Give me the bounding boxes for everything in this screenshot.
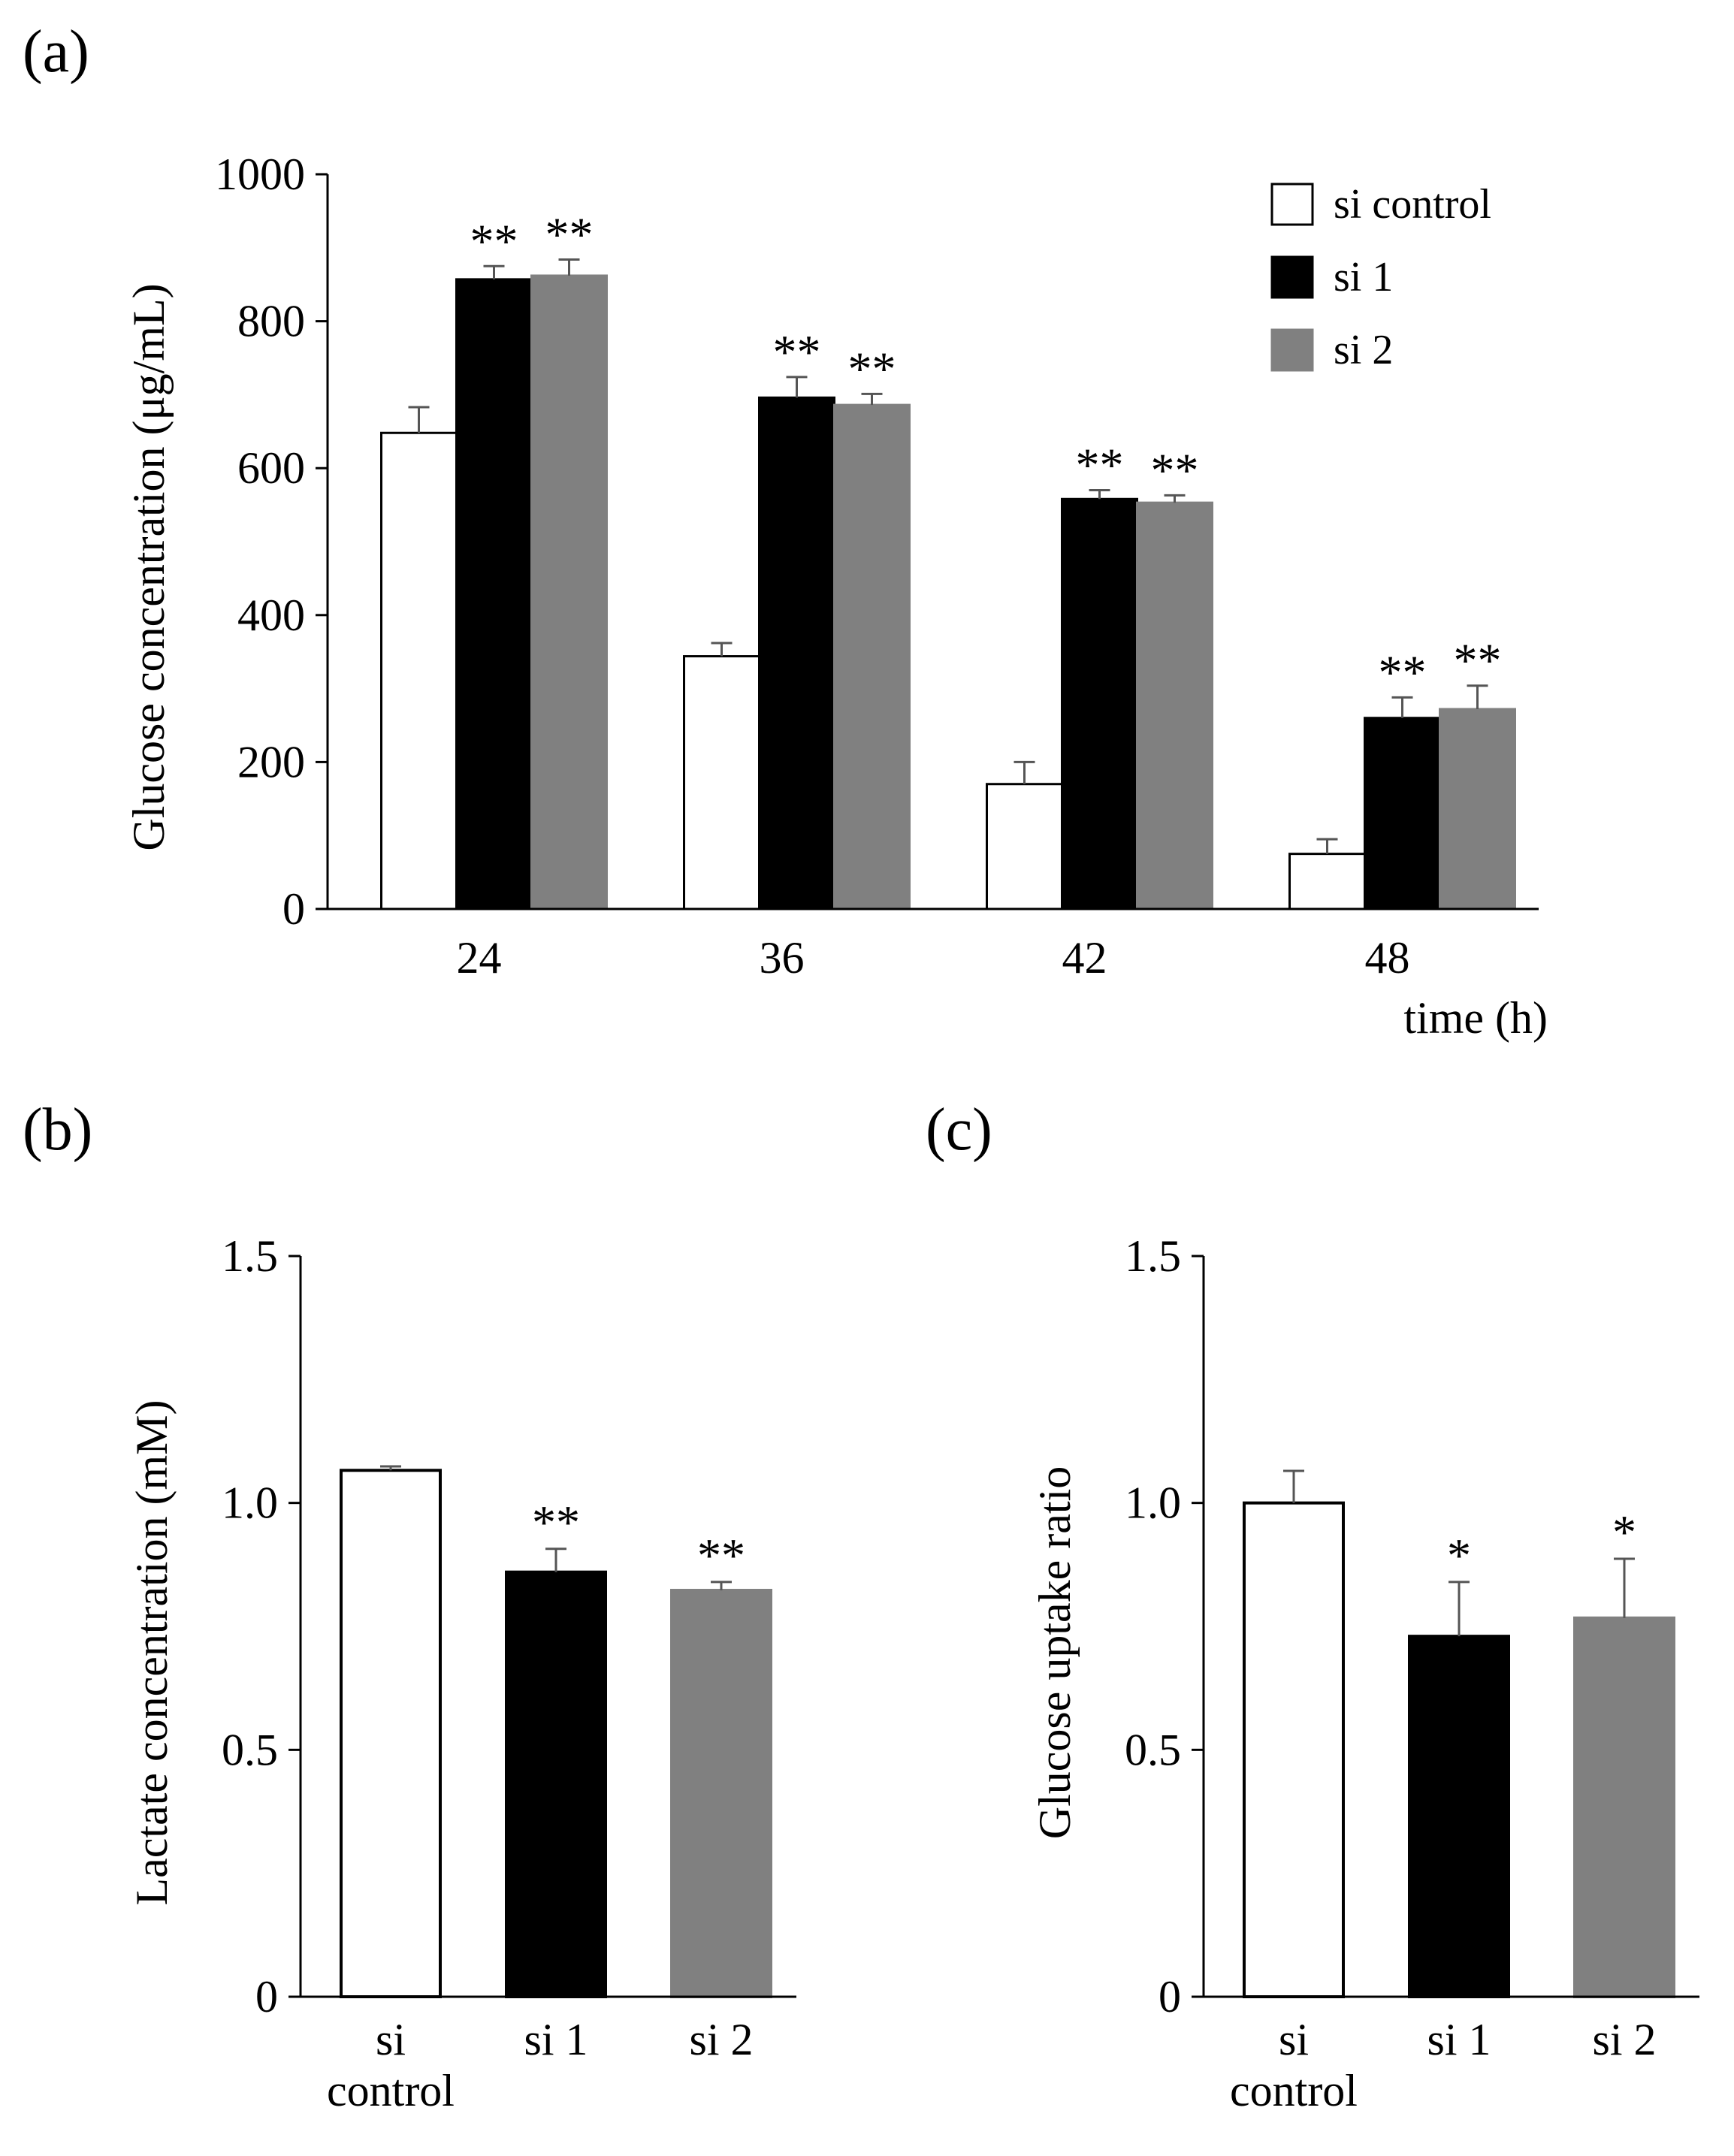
significance-label: **: [545, 207, 594, 261]
y-tick-label: 0: [255, 1972, 278, 2022]
bars-c: * *: [1243, 1469, 1675, 1999]
x-axis-title-a: time (h): [1403, 993, 1548, 1043]
bars-b: ** **: [340, 1465, 772, 1999]
legend-a: si control si 1 si 2: [1270, 181, 1491, 373]
y-tick-label: 600: [237, 443, 305, 493]
x-tick-label: si 1: [524, 2015, 588, 2064]
significance-label: **: [1076, 439, 1124, 492]
y-tick-label: 800: [237, 297, 305, 346]
x-tick-label-line: si 2: [689, 2015, 753, 2064]
legend-swatch: [1270, 255, 1314, 299]
bar-si-control: [986, 783, 1063, 910]
bar-si-control: [1243, 1501, 1345, 1998]
legend-label: si control: [1334, 181, 1491, 228]
panel-label-a: (a): [23, 19, 89, 85]
x-tick-label-line: si 1: [1427, 2015, 1491, 2064]
bar-si-2: [1573, 1616, 1675, 1999]
legend-swatch: [1270, 328, 1314, 372]
y-tick-label: 1.0: [222, 1478, 278, 1528]
axes-b: 0 0.5 1.0 1.5 si control si 1 si 2: [222, 1231, 796, 2115]
bar-si-1: [758, 396, 835, 910]
panel-label-b: (b): [23, 1097, 92, 1163]
y-tick-label: 1.5: [1125, 1231, 1181, 1281]
panel-label-c: (c): [926, 1097, 992, 1163]
y-tick-label: 0: [282, 884, 305, 934]
chart-panel-b: (b) ** ** 0 0.5 1.0 1.5 si control si 1 si 2 Lac…: [23, 1097, 796, 2115]
bar-si-control: [380, 431, 458, 910]
y-axis-title-a: Glucose concentration (μg/mL): [124, 283, 174, 850]
y-axis-title-b: Lactate concentration (mM): [127, 1400, 177, 1905]
chart-panel-a: (a) ** ** ** ** ** ** ** ** 0 200 400 600 800 1000 24…: [23, 19, 1548, 1043]
x-tick-label: 48: [1365, 933, 1410, 983]
significance-label: **: [470, 214, 518, 267]
axes-c: 0 0.5 1.0 1.5 si control si 1 si 2: [1125, 1231, 1699, 2115]
bar-si-control: [1288, 853, 1366, 910]
bar-si-2: [1439, 708, 1516, 910]
x-tick-label-line: si: [376, 2015, 406, 2064]
significance-label: **: [773, 325, 821, 379]
x-tick-label-line: control: [327, 2066, 455, 2115]
x-tick-label-line: si 2: [1592, 2015, 1656, 2064]
legend-label: si 2: [1334, 327, 1393, 373]
bar-si-1: [505, 1570, 607, 1998]
x-tick-label: si 1: [1427, 2015, 1491, 2064]
significance-label: **: [1454, 634, 1502, 687]
x-tick-label-line: si: [1279, 2015, 1309, 2064]
significance-label: **: [848, 342, 896, 395]
bars-a: ** ** ** ** ** ** ** **: [380, 207, 1516, 910]
x-tick-label-line: si 1: [524, 2015, 588, 2064]
bar-si-1: [1061, 497, 1138, 910]
significance-label: **: [697, 1529, 745, 1582]
significance-label: *: [1612, 1505, 1636, 1559]
x-tick-label: si control: [1230, 2015, 1358, 2115]
x-tick-label: si control: [327, 2015, 455, 2115]
significance-label: **: [532, 1496, 580, 1549]
bar-si-2: [670, 1589, 772, 1998]
legend-swatch: [1270, 183, 1314, 226]
x-tick-label: si 2: [1592, 2015, 1656, 2064]
bar-si-2: [530, 274, 608, 910]
y-tick-label: 0.5: [1125, 1725, 1181, 1774]
y-tick-label: 1.0: [1125, 1478, 1181, 1528]
significance-label: **: [1151, 443, 1199, 497]
bar-si-2: [1136, 501, 1213, 910]
significance-label: *: [1447, 1529, 1471, 1582]
significance-label: **: [1379, 645, 1427, 699]
bar-si-1: [455, 278, 533, 910]
y-tick-label: 400: [237, 590, 305, 640]
y-tick-label: 1000: [215, 149, 305, 199]
y-tick-label: 1.5: [222, 1231, 278, 1281]
legend-label: si 1: [1334, 254, 1393, 300]
bar-si-control: [340, 1469, 442, 1999]
y-tick-label: 0.5: [222, 1725, 278, 1774]
bar-si-control: [683, 655, 760, 910]
x-tick-label: 24: [457, 933, 502, 983]
y-tick-label: 0: [1159, 1972, 1181, 2022]
x-tick-label-line: control: [1230, 2066, 1358, 2115]
x-tick-label: si 2: [689, 2015, 753, 2064]
y-tick-label: 200: [237, 737, 305, 787]
bar-si-1: [1408, 1635, 1510, 1999]
x-tick-label: 36: [760, 933, 805, 983]
x-tick-label: 42: [1062, 933, 1107, 983]
y-axis-title-c: Glucose uptake ratio: [1030, 1466, 1080, 1840]
bar-si-1: [1364, 717, 1441, 910]
bar-si-2: [833, 403, 911, 910]
axes-a: 0 200 400 600 800 1000 24 36 42 48: [215, 149, 1539, 983]
